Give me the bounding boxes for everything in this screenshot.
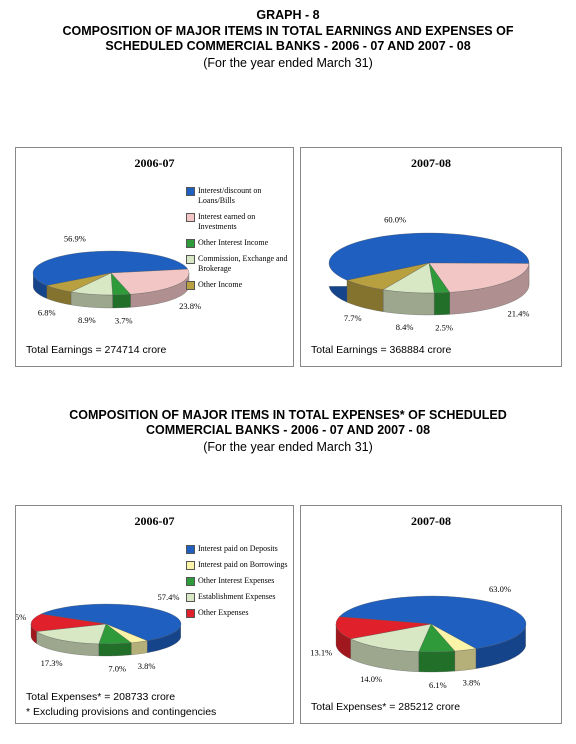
legend-label: Interest paid on Deposits [198,544,278,553]
legend-item: Other Interest Expenses [186,576,288,586]
value-label: 13.1% [310,648,332,658]
note: Total Expenses* = 208733 crore [26,691,176,703]
chart-panel: 60.0% 21.4% 2.5% 8.4% 7.7% 2007-08 Total Earni… [300,147,562,367]
note: Total Expenses* = 285212 crore [311,701,461,713]
chart-title: 2007-08 [411,156,451,170]
slice [338,595,527,649]
legend-swatch [186,561,195,570]
slice [46,272,112,293]
legend-label: Other Income [198,280,243,289]
slice [350,623,432,652]
value-label: 8.4% [396,322,414,332]
value-label: 3.7% [115,316,133,326]
slice-side [418,650,455,673]
slice [346,262,430,290]
pie-chart: 60.0% 21.4% 2.5% 8.4% 7.7% [328,215,530,333]
chart-title: 2007-08 [411,514,451,528]
value-label: 3.8% [138,661,156,671]
slice [328,232,530,281]
pie-chart: 56.9% 23.8% 3.7% 8.9% 6.8% [32,233,201,326]
value-label: 3.8% [463,677,481,687]
legend-swatch [186,239,195,248]
legend-swatch [186,593,195,602]
chart-title: 2006-07 [134,156,175,170]
legend-swatch [186,255,195,264]
title: COMPOSITION OF MAJOR ITEMS IN TOTAL EARN… [62,24,514,53]
pie-chart: 57.4% 3.8% 7.0% 17.3% 14.5% [16,592,182,674]
legend-swatch [186,213,195,222]
legend-item: Interest paid on Deposits [186,544,288,554]
value-label: 2.5% [435,323,453,333]
legend: Interest/discount on Loans/Bills Interest… [186,186,288,296]
legend-item: Other Income [186,280,288,290]
slice [428,262,530,293]
legend-label: Interest earned on Investments [198,212,256,231]
legend-swatch [186,609,195,618]
slice-side [454,648,477,672]
value-label: 14.5% [16,612,26,622]
legend-label: Commission, Exchange and Brokerage [198,254,288,273]
legend-swatch [186,545,195,554]
legend-item: Other Expenses [186,608,288,618]
value-label: 7.0% [108,664,126,674]
legend-swatch [186,281,195,290]
slice-side [112,294,131,309]
legend-label: Interest/discount on Loans/Bills [198,186,262,205]
legend: Interest paid on Deposits Interest paid o… [186,544,288,624]
value-label: 63.0% [489,584,511,594]
legend-label: Establishment Expenses [198,592,276,601]
legend-swatch [186,187,195,196]
note: Total Earnings = 274714 crore [26,344,167,356]
value-label: 7.7% [344,313,362,323]
value-label: 8.9% [78,315,96,325]
legend-item: Commission, Exchange and Brokerage [186,254,288,274]
chart-panel: 57.4% 3.8% 7.0% 17.3% 14.5% 2006-07 Interest p… [15,505,294,724]
slice-side [131,640,148,655]
note: Total Earnings = 368884 crore [311,344,452,356]
legend-item: Establishment Expenses [186,592,288,602]
legend-item: Interest/discount on Loans/Bills [186,186,288,206]
slice [36,623,107,645]
value-label: 60.0% [384,215,406,225]
legend-item: Interest earned on Investments [186,212,288,232]
pie-chart: 63.0% 3.8% 6.1% 14.0% 13.1% [310,584,527,690]
legend-label: Other Interest Income [198,238,269,247]
value-label: 23.8% [179,301,201,311]
legend-item: Interest paid on Borrowings [186,560,288,570]
chart-panel: 63.0% 3.8% 6.1% 14.0% 13.1% 2007-08 Total Expe… [300,505,562,724]
slice [110,268,190,295]
value-label: 14.0% [360,674,382,684]
slice [40,603,182,641]
chart-panel: 56.9% 23.8% 3.7% 8.9% 6.8% 2006-07 Interest/di… [15,147,294,367]
chart-title: 2006-07 [134,514,175,528]
legend-swatch [186,577,195,586]
slice [30,613,107,632]
slice-side [98,642,132,657]
legend-label: Other Interest Expenses [198,576,275,585]
slice [335,616,432,640]
section-title: COMPOSITION OF MAJOR ITEMS IN TOTAL EXPE… [69,408,507,437]
legend-label: Other Expenses [198,608,249,617]
section-subtitle: (For the year ended March 31) [203,440,373,454]
value-label: 6.1% [429,680,447,690]
slice-side [383,289,435,316]
legend-label: Interest paid on Borrowings [198,560,288,569]
graph-label: GRAPH - 8 [256,8,320,22]
value-label: 57.4% [157,592,179,602]
slice-side [434,292,450,316]
value-label: 6.8% [38,307,56,317]
value-label: 56.9% [64,233,86,243]
footnote: * Excluding provisions and contingencies [26,706,217,718]
value-label: 17.3% [41,658,63,668]
legend-item: Other Interest Income [186,238,288,248]
value-label: 21.4% [507,308,529,318]
subtitle: (For the year ended March 31) [203,56,373,70]
slice [32,250,189,286]
